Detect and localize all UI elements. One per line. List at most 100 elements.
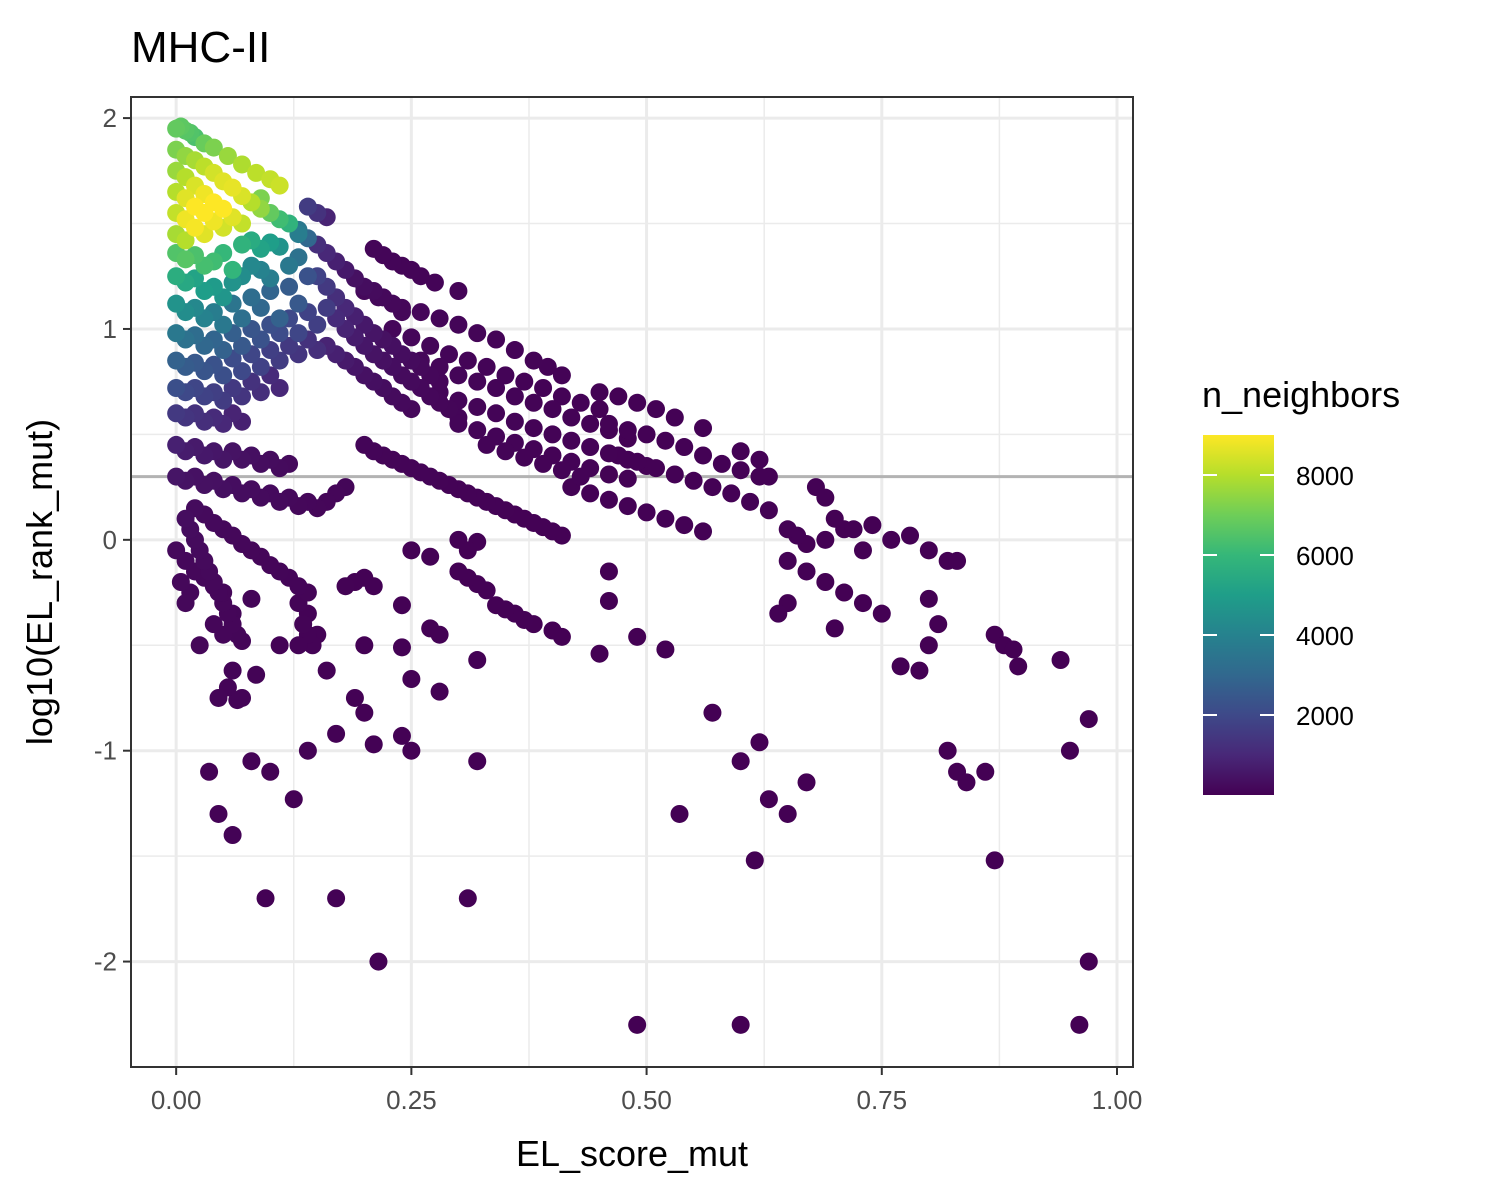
data-point (628, 393, 647, 412)
data-point (214, 315, 233, 334)
data-point (449, 530, 468, 549)
data-point (901, 526, 920, 545)
data-point (364, 735, 383, 754)
data-point (345, 688, 364, 707)
data-point (223, 273, 242, 292)
data-point (468, 324, 487, 343)
data-point (487, 404, 506, 423)
data-point (957, 773, 976, 792)
data-point (228, 691, 247, 710)
data-point (223, 379, 242, 397)
data-point (731, 1015, 750, 1034)
data-point (599, 414, 618, 433)
data-point (496, 442, 515, 461)
data-point (628, 627, 647, 646)
data-point (223, 826, 242, 845)
data-point (242, 288, 261, 307)
data-point (731, 752, 750, 771)
data-point (251, 357, 270, 376)
data-point (825, 509, 844, 528)
data-point (402, 328, 421, 347)
x-tick-label: 0.25 (386, 1085, 437, 1115)
data-point (665, 465, 684, 484)
data-point (505, 387, 524, 406)
y-axis-title: log10(EL_rank_mut) (19, 419, 60, 745)
data-point (477, 435, 496, 454)
data-point (863, 516, 882, 535)
x-tick-label: 0.50 (621, 1085, 672, 1115)
data-point (449, 366, 468, 385)
data-point (543, 621, 562, 640)
data-point (289, 294, 308, 313)
data-point (430, 682, 449, 701)
legend-title: n_neighbors (1202, 374, 1400, 415)
data-point (468, 651, 487, 670)
data-point (256, 889, 275, 908)
data-point (844, 520, 863, 539)
y-tick-label: -1 (94, 736, 117, 766)
data-point (581, 438, 600, 457)
data-point (209, 804, 228, 823)
data-point (402, 670, 421, 688)
data-point (477, 357, 496, 376)
data-point (327, 724, 346, 743)
data-point (731, 442, 750, 461)
data-point (289, 324, 308, 343)
data-point (280, 277, 299, 296)
data-point (449, 282, 468, 300)
data-point (171, 573, 190, 591)
data-point (562, 408, 581, 427)
data-point (487, 596, 506, 615)
data-point (670, 804, 689, 823)
data-point (204, 138, 223, 157)
data-point (204, 615, 223, 634)
data-point (411, 303, 430, 322)
data-point (552, 387, 571, 406)
data-point (618, 497, 637, 516)
data-point (167, 294, 186, 313)
data-point (176, 509, 195, 528)
data-point (778, 551, 797, 570)
data-point (778, 520, 797, 539)
data-point (214, 199, 233, 218)
data-point (538, 357, 557, 376)
data-point (637, 425, 656, 444)
data-point (1079, 952, 1098, 971)
data-point (270, 176, 289, 195)
data-point (298, 741, 317, 760)
data-point (797, 773, 816, 792)
data-point (628, 452, 647, 471)
data-point (919, 636, 938, 655)
data-point (1070, 1015, 1089, 1034)
data-point (402, 741, 421, 760)
x-tick-label: 0.75 (856, 1085, 907, 1115)
data-point (190, 636, 209, 655)
data-point (233, 235, 252, 254)
data-point (571, 393, 590, 412)
legend-tick-label: 8000 (1296, 461, 1354, 491)
data-point (694, 419, 713, 438)
data-point (440, 345, 459, 364)
data-point (242, 589, 261, 608)
data-point (1051, 651, 1070, 670)
data-point (355, 636, 374, 655)
data-point (449, 315, 468, 334)
data-point (233, 336, 252, 355)
data-point (515, 448, 534, 467)
data-point (270, 379, 289, 397)
plot-border (130, 96, 1134, 1068)
data-point (985, 851, 1004, 870)
data-point (176, 231, 195, 250)
data-point (543, 400, 562, 419)
data-point (167, 267, 186, 286)
x-axis: 0.00 0.25 0.50 0.75 1.00 (151, 1067, 1142, 1115)
data-point (524, 419, 543, 438)
x-tick-label: 0.00 (151, 1085, 202, 1115)
data-point (703, 478, 722, 497)
data-point (543, 425, 562, 444)
data-point (270, 309, 289, 328)
data-point (1060, 741, 1079, 760)
data-point (825, 619, 844, 638)
data-point (618, 421, 637, 440)
data-point (656, 640, 675, 659)
